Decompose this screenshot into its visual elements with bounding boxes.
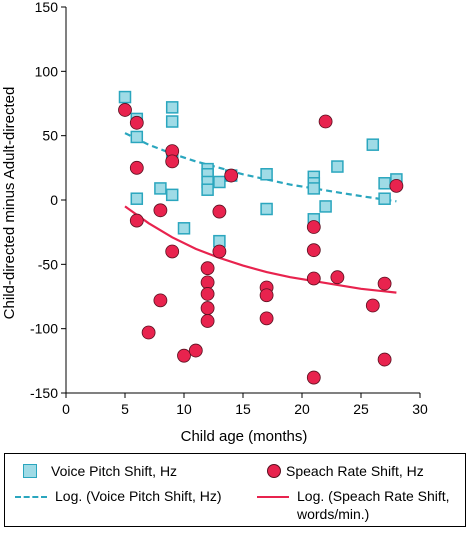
axes: -150 -100 -50 0 50 100 150 0 5 10 15 20 25 30 [30, 0, 428, 417]
speech-rate-point [318, 114, 333, 129]
speech-rate-legend-label: Speach Rate Shift, Hz [286, 463, 424, 479]
speech-rate-point [200, 314, 215, 328]
voice-pitch-point [177, 222, 191, 235]
voice-pitch-point [213, 175, 226, 189]
voice-pitch-point [165, 115, 179, 128]
voice-pitch-trend-legend-line [15, 496, 47, 498]
speech-rate-trend-legend-label: Log. (Speach Rate Shift, [297, 488, 450, 504]
y-tick-label: 50 [42, 128, 58, 144]
voice-pitch-point [378, 192, 391, 205]
voice-pitch-point [331, 160, 344, 173]
speech-rate-point [389, 178, 404, 193]
x-axis-label: Child age (months) [181, 428, 308, 445]
speech-rate-point [306, 243, 321, 258]
voice-pitch-point [165, 101, 179, 114]
x-tick-label: 10 [176, 401, 192, 417]
voice-pitch-trend-line [124, 132, 397, 203]
voice-pitch-point [201, 183, 214, 196]
speech-rate-point [129, 213, 144, 228]
voice-pitch-trend-legend-label: Log. (Voice Pitch Shift, Hz) [55, 488, 222, 504]
speech-rate-point [200, 261, 215, 276]
voice-pitch-point [378, 177, 391, 190]
speech-rate-point [165, 244, 180, 259]
speech-rate-point [129, 115, 144, 130]
y-tick-label: -150 [30, 385, 58, 401]
y-axis-label: Child-directed minus Adult-directed [1, 87, 18, 320]
voice-pitch-point [260, 202, 273, 216]
speech-rate-point [365, 298, 380, 313]
speech-rate-point [129, 160, 144, 175]
x-tick-label: 15 [235, 401, 251, 417]
speech-rate-point [177, 348, 191, 363]
voice-pitch-legend-label: Voice Pitch Shift, Hz [51, 463, 178, 479]
speech-rate-point [141, 325, 156, 340]
speech-rate-trend-line [124, 205, 397, 294]
y-tick-label: 150 [35, 0, 59, 15]
speech-rate-point [200, 301, 215, 315]
voice-pitch-point [154, 182, 167, 195]
y-tick-label: 100 [35, 63, 59, 79]
voice-pitch-point [319, 200, 332, 213]
speech-rate-point [165, 154, 180, 169]
speech-rate-trend-legend-label-cont: words/min.) [297, 506, 370, 522]
speech-rate-point [224, 168, 239, 183]
speech-rate-point [259, 288, 274, 303]
speech-rate-point [306, 271, 321, 286]
speech-rate-point [212, 204, 227, 219]
speech-rate-point [377, 352, 392, 367]
speech-rate-point [153, 203, 168, 218]
speech-rate-point [200, 275, 215, 290]
speech-rate-point [118, 103, 132, 117]
speech-rate-point [377, 276, 392, 291]
speech-rate-point [188, 343, 203, 358]
y-tick-label: 0 [50, 192, 58, 208]
x-tick-label: 0 [62, 401, 70, 417]
speech-rate-point [200, 287, 215, 301]
speech-rate-point [153, 293, 168, 308]
speech-rate-legend-marker [267, 464, 281, 478]
data-points [118, 90, 404, 385]
speech-rate-trend-legend-line [257, 496, 289, 498]
voice-pitch-legend-marker [23, 464, 37, 478]
speech-rate-point [306, 370, 321, 385]
y-tick-label: -100 [30, 321, 58, 337]
scatter-chart: -150 -100 -50 0 50 100 150 0 5 10 15 20 25 30 Child a… [1, 0, 428, 445]
speech-rate-point [306, 220, 321, 234]
x-tick-label: 5 [121, 401, 129, 417]
speech-rate-point [259, 311, 274, 326]
x-tick-label: 20 [294, 401, 310, 417]
legend: Voice Pitch Shift, Hz Speach Rate Shift,… [4, 453, 466, 527]
voice-pitch-point [260, 168, 273, 181]
x-tick-label: 30 [412, 401, 428, 417]
voice-pitch-point [130, 130, 144, 144]
speech-rate-point [330, 270, 345, 285]
voice-pitch-point [118, 90, 132, 104]
voice-pitch-point [165, 188, 179, 202]
voice-pitch-point [130, 192, 144, 205]
voice-pitch-point [307, 182, 321, 195]
x-tick-label: 25 [353, 401, 369, 417]
voice-pitch-point [366, 138, 380, 151]
trend-lines [124, 132, 397, 294]
y-tick-label: -50 [38, 256, 58, 272]
speech-rate-point [212, 244, 227, 259]
